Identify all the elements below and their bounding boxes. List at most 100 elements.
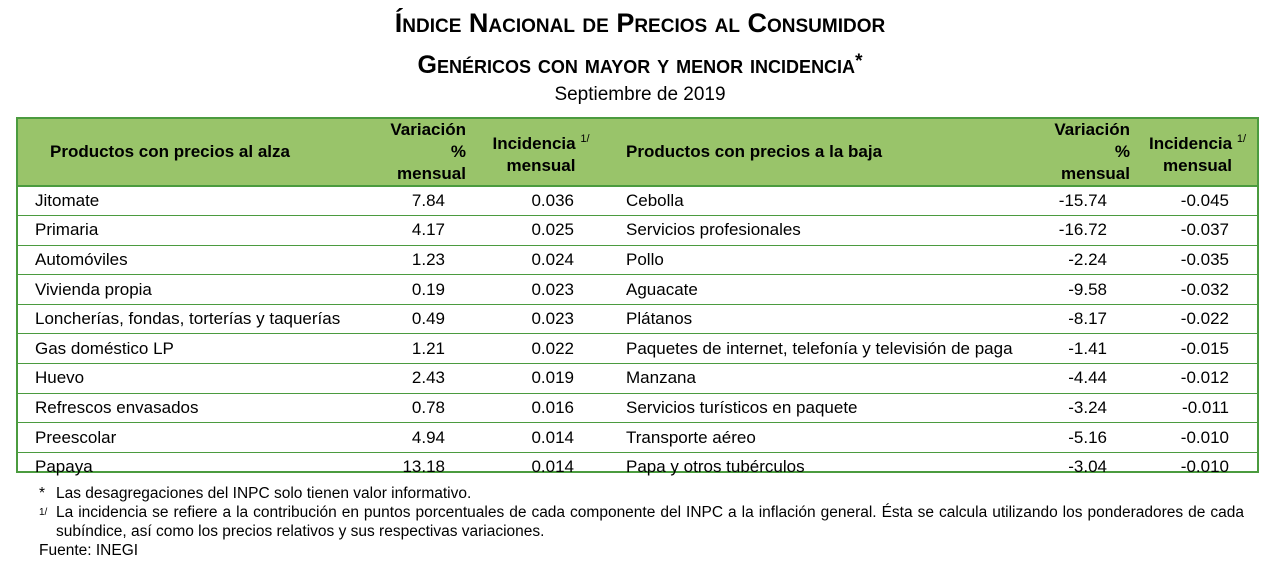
- table-row: Huevo 2.43 0.019 Manzana -4.44 -0.012: [18, 364, 1257, 394]
- cell-up-incidence: 0.024: [531, 249, 574, 269]
- table-row: Automóviles 1.23 0.024 Pollo -2.24 -0.035: [18, 245, 1257, 275]
- col-up-variation: Variación % mensual: [364, 119, 474, 186]
- cell-down-product: Pollo: [626, 249, 664, 269]
- cell-down-incidence: -0.015: [1180, 338, 1229, 358]
- table-row: Primaria 4.17 0.025 Servicios profesionales…: [18, 216, 1257, 246]
- cell-up-variation: 4.17: [411, 220, 445, 240]
- cell-up-variation: 1.21: [411, 338, 445, 358]
- cell-up-variation: 7.84: [411, 191, 445, 211]
- cell-up-product: Gas doméstico LP: [35, 338, 174, 358]
- cell-up-product: Papaya: [35, 457, 93, 477]
- subtitle-title-text: Genéricos con mayor y menor incidencia: [417, 51, 856, 79]
- title-asterisk: *: [855, 51, 863, 72]
- footnote-1: * Las desagregaciones del INPC solo tien…: [39, 484, 1244, 503]
- footnote-2-text: La incidencia se refiere a la contribuci…: [56, 504, 1244, 540]
- footnote-1-text: Las desagregaciones del INPC solo tienen…: [56, 485, 472, 502]
- cell-up-variation: 0.49: [411, 309, 445, 329]
- cell-up-incidence: 0.022: [531, 338, 574, 358]
- col-down-variation-line2: mensual: [1061, 164, 1130, 183]
- cell-up-variation: 1.23: [411, 249, 445, 269]
- col-up-incidence-line1: Incidencia: [492, 133, 576, 153]
- col-up-variation-line2: mensual: [397, 164, 466, 183]
- cell-down-variation: -15.74: [1058, 191, 1107, 211]
- cell-down-incidence: -0.035: [1180, 249, 1229, 269]
- cell-down-product: Papa y otros tubérculos: [626, 457, 805, 477]
- col-down-variation: Variación % mensual: [1030, 119, 1138, 186]
- col-up-products: Productos con precios al alza: [50, 142, 290, 161]
- col-up-incidence-sup: 1/: [580, 132, 590, 145]
- cell-down-variation: -1.41: [1068, 338, 1107, 358]
- cell-down-product: Servicios profesionales: [626, 220, 801, 240]
- table-body: Jitomate 7.84 0.036 Cebolla -15.74 -0.045 Prim…: [18, 186, 1257, 482]
- col-down-incidence-line1: Incidencia: [1148, 133, 1233, 153]
- footnote-2: 1/ La incidencia se refiere a la contrib…: [39, 503, 1244, 541]
- cell-up-incidence: 0.025: [531, 220, 574, 240]
- cell-up-incidence: 0.014: [531, 427, 574, 447]
- source-note: Fuente: INEGI: [39, 542, 139, 559]
- table-header-row: Productos con precios al alza Variación …: [18, 119, 1257, 186]
- cell-down-product: Transporte aéreo: [626, 427, 756, 447]
- col-up-incidence-line2: mensual: [506, 155, 576, 175]
- cell-down-variation: -3.04: [1068, 457, 1107, 477]
- footnote-2-mark: 1/: [39, 503, 56, 541]
- cell-up-incidence: 0.019: [531, 368, 574, 388]
- cell-up-incidence: 0.023: [531, 309, 574, 329]
- cell-down-incidence: -0.045: [1180, 191, 1229, 211]
- page-title: Índice Nacional de Precios al Consumidor: [394, 8, 886, 38]
- cell-down-product: Aguacate: [626, 279, 698, 299]
- cell-up-variation: 2.43: [411, 368, 445, 388]
- table-row: Vivienda propia 0.19 0.023 Aguacate -9.58 -0.…: [18, 275, 1257, 305]
- cell-down-product: Cebolla: [626, 191, 684, 211]
- cell-down-incidence: -0.011: [1182, 397, 1229, 417]
- cell-down-variation: -16.72: [1058, 220, 1107, 240]
- cell-down-product: Paquetes de internet, telefonía y televi…: [626, 338, 1013, 358]
- cell-up-product: Huevo: [35, 368, 85, 388]
- cell-down-incidence: -0.012: [1180, 368, 1229, 388]
- cell-up-product: Automóviles: [35, 249, 128, 269]
- cell-down-incidence: -0.037: [1180, 220, 1229, 240]
- cell-down-variation: -2.24: [1068, 249, 1107, 269]
- cell-up-incidence: 0.016: [531, 397, 574, 417]
- col-up-incidence: Incidencia 1/mensual: [474, 119, 608, 186]
- cell-down-variation: -3.24: [1068, 397, 1107, 417]
- cell-up-product: Loncherías, fondas, torterías y taquería…: [35, 309, 341, 329]
- footnotes: * Las desagregaciones del INPC solo tien…: [39, 484, 1244, 560]
- col-down-products: Productos con precios a la baja: [626, 142, 883, 161]
- cell-down-product: Plátanos: [626, 309, 693, 329]
- cell-up-variation: 4.94: [411, 427, 445, 447]
- cell-down-variation: -8.17: [1068, 309, 1107, 329]
- col-up-variation-line1: Variación %: [390, 120, 466, 161]
- table-row: Loncherías, fondas, torterías y taquería…: [18, 304, 1257, 334]
- page-subtitle-title: Genéricos con mayor y menor incidencia*: [0, 47, 1280, 80]
- cell-down-incidence: -0.010: [1180, 457, 1229, 477]
- cell-down-variation: -9.58: [1068, 279, 1107, 299]
- footnote-1-mark: *: [39, 485, 46, 502]
- col-down-variation-line1: Variación %: [1054, 120, 1130, 161]
- cell-up-incidence: 0.023: [531, 279, 574, 299]
- table-row: Jitomate 7.84 0.036 Cebolla -15.74 -0.045: [18, 186, 1257, 216]
- cell-up-product: Preescolar: [35, 427, 117, 447]
- cell-down-incidence: -0.010: [1180, 427, 1229, 447]
- table-row: Papaya 13.18 0.014 Papa y otros tubérculos -…: [18, 452, 1257, 482]
- col-down-incidence-sup: 1/: [1236, 132, 1247, 145]
- cell-up-variation: 13.18: [402, 457, 445, 477]
- cell-down-product: Servicios turísticos en paquete: [626, 397, 858, 417]
- cell-up-product: Jitomate: [35, 191, 100, 211]
- period-label: Septiembre de 2019: [554, 84, 726, 105]
- cell-up-incidence: 0.036: [531, 191, 574, 211]
- cell-down-variation: -4.44: [1068, 368, 1107, 388]
- cell-up-product: Primaria: [35, 220, 99, 240]
- cell-down-incidence: -0.032: [1180, 279, 1229, 299]
- incidence-table: Productos con precios al alza Variación …: [16, 117, 1259, 476]
- cell-up-variation: 0.78: [411, 397, 445, 417]
- cell-up-product: Refrescos envasados: [35, 397, 199, 417]
- table-row: Gas doméstico LP 1.21 0.022 Paquetes de int…: [18, 334, 1257, 364]
- col-down-incidence-line2: mensual: [1163, 155, 1232, 175]
- cell-up-variation: 0.19: [411, 279, 445, 299]
- table-row: Preescolar 4.94 0.014 Transporte aéreo -5.16…: [18, 423, 1257, 453]
- cell-up-product: Vivienda propia: [35, 279, 152, 299]
- table-row: Refrescos envasados 0.78 0.016 Servicios tu…: [18, 393, 1257, 423]
- footnote-2-mark-text: 1/: [39, 507, 48, 518]
- cell-down-product: Manzana: [626, 368, 696, 388]
- cell-down-incidence: -0.022: [1180, 309, 1229, 329]
